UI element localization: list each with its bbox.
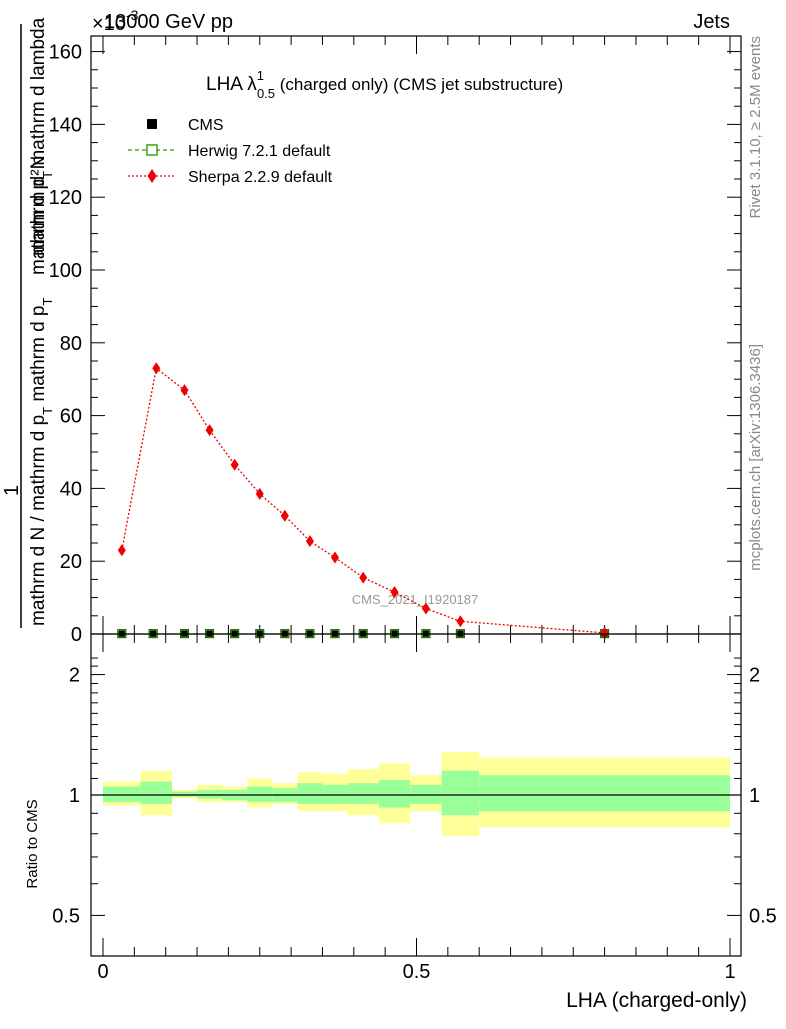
ratio-inner-band <box>479 775 730 812</box>
y-tick-label: 100 <box>49 260 82 282</box>
ratio-inner-band <box>347 783 379 804</box>
ratio-y-tick-labels: 0.5 0.5 1 1 2 2 <box>52 665 777 928</box>
ratio-y-tick-label-right: 2 <box>749 665 760 687</box>
y-tick-label: 160 <box>49 42 82 64</box>
x-tick-label: 0 <box>97 961 108 983</box>
legend-cms-marker <box>147 119 157 129</box>
main-y-axis-label: mathrm d²N mathrm d pT mathrm d lambda 1… <box>1 17 55 628</box>
exponent-label: ×10-3 <box>92 7 139 35</box>
sherpa-point <box>456 615 465 628</box>
x-tick-labels: 0 0.5 1 <box>97 961 735 983</box>
ylabel-fraction-middle: mathrm d pT mathrm d lambda <box>28 17 55 275</box>
ratio-y-tick-label: 2 <box>69 665 80 687</box>
sherpa-point <box>117 544 126 557</box>
legend-sherpa-marker <box>147 169 157 183</box>
ratio-inner-band <box>197 789 223 799</box>
x-axis-label: LHA (charged-only) <box>566 989 747 1012</box>
y-tick-label: 120 <box>49 187 82 209</box>
y-tick-label: 80 <box>60 333 82 355</box>
sherpa-point <box>600 626 609 639</box>
ratio-y-axis-label: Ratio to CMS <box>24 799 41 888</box>
legend-cms-label: CMS <box>188 117 224 134</box>
legend-herwig-marker <box>146 144 158 156</box>
y-tick-label: 0 <box>71 624 82 646</box>
ylabel-denominator: mathrm d N / mathrm d pT mathrm d pT <box>28 298 55 627</box>
sherpa-point <box>421 602 430 615</box>
sherpa-point <box>180 384 189 397</box>
sherpa-point <box>280 509 289 522</box>
ratio-inner-band <box>441 770 480 816</box>
sherpa-point <box>359 571 368 584</box>
ratio-ticks <box>91 634 741 956</box>
ratio-inner-band <box>140 781 172 804</box>
ratio-inner-band <box>247 786 273 803</box>
ylabel-fraction-numerator: mathrm d²N <box>28 156 49 256</box>
sherpa-point <box>330 551 339 564</box>
main-y-tick-labels: 0 20 40 60 80 100 120 140 160 <box>49 42 82 646</box>
ratio-inner-band <box>297 783 323 804</box>
mcplots-label: mcplots.cern.ch [arXiv:1306.3436] <box>747 344 764 571</box>
ratio-inner-band <box>378 780 411 808</box>
legend-herwig-label: Herwig 7.2.1 default <box>188 143 331 160</box>
x-tick-label: 0.5 <box>403 961 431 983</box>
x-tick-label: 1 <box>724 961 735 983</box>
y-tick-label: 40 <box>60 478 82 500</box>
legend: CMS Herwig 7.2.1 default Sherpa 2.2.9 de… <box>128 117 333 186</box>
ratio-y-tick-label: 0.5 <box>52 905 80 927</box>
ratio-y-tick-label: 1 <box>69 785 80 807</box>
ratio-inner-band <box>322 784 348 804</box>
y-tick-label: 140 <box>49 114 82 136</box>
sherpa-point <box>390 586 399 599</box>
ratio-inner-band <box>103 786 141 803</box>
sherpa-point <box>230 458 239 471</box>
process-label: Jets <box>693 11 730 33</box>
ratio-inner-band <box>171 791 198 797</box>
ratio-y-tick-label-right: 1 <box>749 785 760 807</box>
ylabel-one: 1 <box>1 485 23 496</box>
sherpa-point <box>205 424 214 437</box>
sherpa-line <box>121 367 605 634</box>
sherpa-point <box>152 362 161 375</box>
ratio-bands <box>103 752 730 836</box>
sherpa-point <box>305 535 314 548</box>
legend-sherpa-label: Sherpa 2.2.9 default <box>188 169 333 186</box>
y-tick-label: 60 <box>60 406 82 428</box>
analysis-watermark: CMS_2021_I1920187 <box>352 592 479 607</box>
rivet-label: Rivet 3.1.10, ≥ 2.5M events <box>747 36 764 219</box>
sherpa-point <box>255 487 264 500</box>
ratio-y-tick-label-right: 0.5 <box>749 905 777 927</box>
ratio-inner-band <box>410 784 442 804</box>
energy-label: 13000 GeV pp <box>104 11 233 33</box>
plot-title: LHA λ1 0.5 (charged only) (CMS jet substr… <box>206 68 563 101</box>
y-tick-label: 20 <box>60 551 82 573</box>
